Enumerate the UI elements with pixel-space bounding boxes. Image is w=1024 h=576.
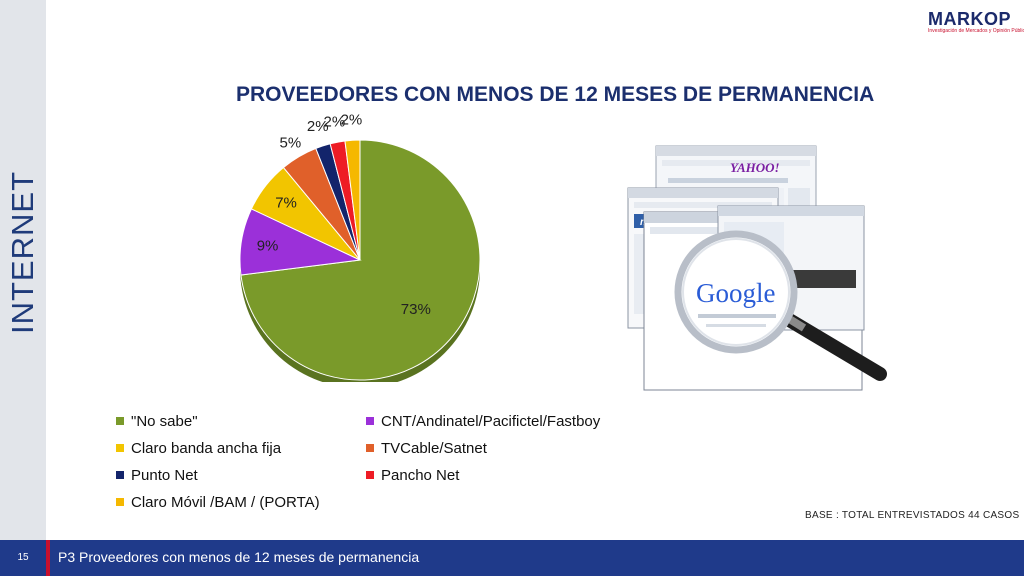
data-label: 2% <box>307 118 329 135</box>
footer-accent <box>46 540 50 576</box>
legend-item: Claro banda ancha fija <box>116 438 281 458</box>
legend-item: Punto Net <box>116 465 198 485</box>
legend-swatch <box>366 417 374 425</box>
data-label: 2% <box>341 112 363 128</box>
data-label: 7% <box>275 195 297 212</box>
data-label: 9% <box>257 237 279 254</box>
footer-bar: 15 P3 Proveedores con menos de 12 meses … <box>0 540 1024 576</box>
pie-slice <box>344 139 361 261</box>
legend-swatch <box>116 417 124 425</box>
legend-swatch <box>116 498 124 506</box>
logo-text: MARKOP <box>928 9 1011 29</box>
legend-swatch <box>116 444 124 452</box>
magnifying-glass-icon: Google <box>674 230 887 381</box>
data-label: 5% <box>280 134 302 151</box>
data-label: 73% <box>401 301 431 318</box>
google-logo: Google <box>696 278 776 308</box>
base-note: BASE : TOTAL ENTREVISTADOS 44 CASOS <box>805 510 1020 521</box>
legend-label: Claro banda ancha fija <box>131 439 282 457</box>
legend-label: "No sabe" <box>131 412 198 430</box>
legend-item: CNT/Andinatel/Pacifictel/Fastboy <box>366 411 600 431</box>
legend-swatch <box>366 471 374 479</box>
legend-label: TVCable/Satnet <box>381 439 487 457</box>
yahoo-logo: YAHOO! <box>730 160 780 175</box>
company-logo: MARKOP Investigación de Mercados y Opini… <box>928 9 1024 36</box>
chart-title: PROVEEDORES CON MENOS DE 12 MESES DE PER… <box>236 83 875 106</box>
legend-swatch <box>116 471 124 479</box>
footer-caption: P3 Proveedores con menos de 12 meses de … <box>58 549 420 565</box>
legend-label: CNT/Andinatel/Pacifictel/Fastboy <box>381 412 601 430</box>
legend-swatch <box>366 444 374 452</box>
browser-illustration: YAHOO! msn <box>618 142 898 396</box>
legend-label: Pancho Net <box>381 466 460 484</box>
data-label: 2% <box>324 114 346 131</box>
page-number: 15 <box>0 540 46 576</box>
logo-tagline: Investigación de Mercados y Opinión Públ… <box>928 28 1024 34</box>
legend-item: "No sabe" <box>116 411 198 431</box>
legend-label: Punto Net <box>131 466 198 484</box>
legend-item: Claro Móvil /BAM / (PORTA) <box>116 492 320 512</box>
pie-chart: 73%9%7%5%2%2%2% <box>239 112 481 382</box>
chart-legend: "No sabe" CNT/Andinatel/Pacifictel/Fastbo… <box>116 411 636 521</box>
legend-item: TVCable/Satnet <box>366 438 487 458</box>
section-title: INTERNET <box>5 171 40 334</box>
sidebar: INTERNET <box>0 0 46 540</box>
legend-label: Claro Móvil /BAM / (PORTA) <box>131 493 320 511</box>
legend-item: Pancho Net <box>366 465 459 485</box>
